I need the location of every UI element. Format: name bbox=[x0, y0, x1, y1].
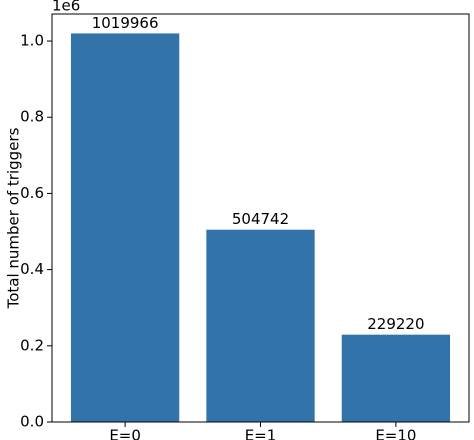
data-label: 229220 bbox=[367, 315, 424, 333]
y-tick-label: 0.2 bbox=[20, 336, 44, 354]
y-tick-label: 0.6 bbox=[20, 184, 44, 202]
data-label: 504742 bbox=[232, 210, 289, 228]
plot-frame bbox=[51, 13, 470, 423]
y-axis-label: Total number of triggers bbox=[5, 127, 23, 309]
y-offset-label: 1e6 bbox=[52, 0, 80, 15]
data-label: 1019966 bbox=[92, 14, 159, 32]
y-tick-label: 0.0 bbox=[20, 413, 44, 431]
x-tick-label: E=1 bbox=[245, 427, 277, 440]
x-tick-label: E=0 bbox=[109, 427, 141, 440]
y-tick-label: 1.0 bbox=[20, 32, 44, 50]
bar bbox=[341, 334, 451, 422]
x-tick-label: E=10 bbox=[375, 427, 416, 440]
bar bbox=[70, 33, 180, 422]
bar bbox=[206, 229, 315, 422]
y-tick-label: 0.4 bbox=[20, 260, 44, 278]
y-tick-label: 0.8 bbox=[20, 108, 44, 126]
